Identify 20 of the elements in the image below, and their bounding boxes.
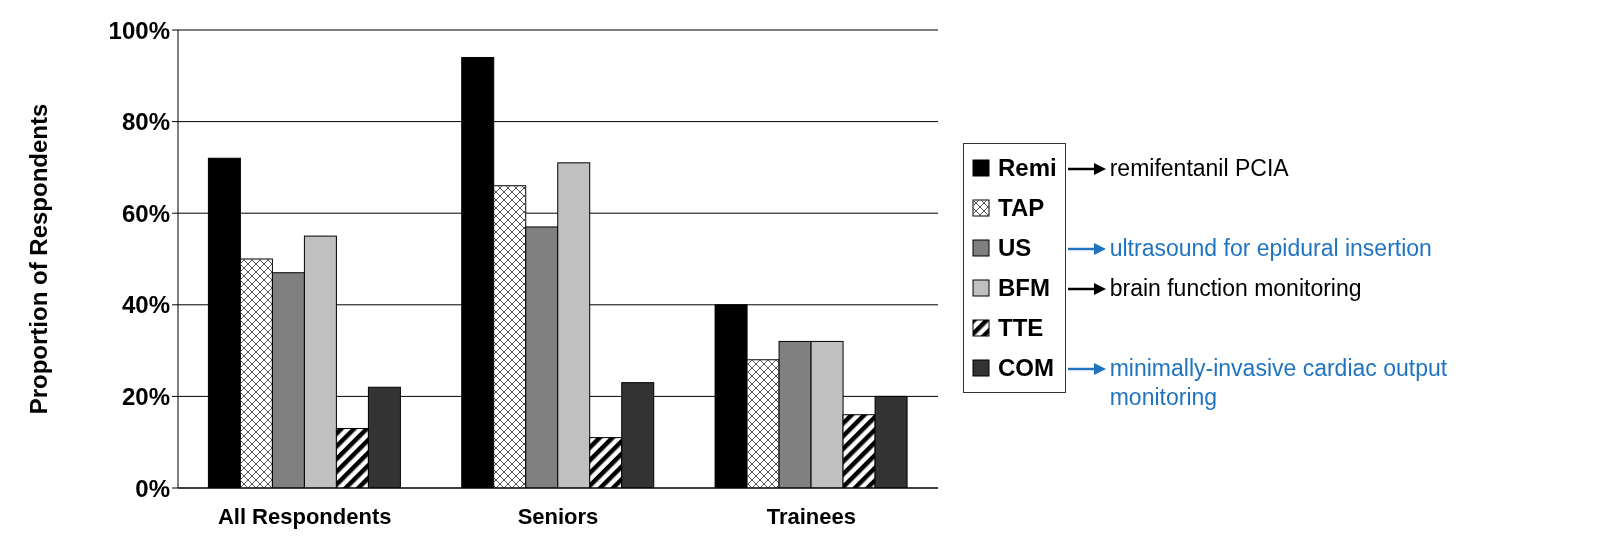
x-tick-label: All Respondents [217, 503, 392, 529]
text: minimally-invasive cardiac output monitoring [1109, 354, 1449, 412]
y-axis-title: Proportion of Respondents [24, 103, 52, 415]
text: ultrasound for epidural insertion [1109, 234, 1433, 263]
legend-label: COM [998, 354, 1054, 382]
text: remifentanil PCIA [1109, 154, 1290, 183]
legend-label: Remi [998, 154, 1057, 182]
legend-label: BFM [998, 274, 1050, 302]
y-tick-label: 60% [121, 199, 170, 227]
y-tick-label: 80% [121, 108, 170, 136]
x-tick-label: Trainees [766, 503, 856, 529]
y-tick-label: 40% [121, 291, 170, 319]
legend-label: US [998, 234, 1032, 262]
legend-label: TTE [998, 314, 1044, 342]
y-tick-label: 0% [135, 474, 170, 502]
y-tick-label: 20% [121, 382, 170, 410]
y-tick-label: 100% [108, 16, 170, 44]
text: brain function monitoring [1109, 274, 1363, 303]
x-tick-label: Seniors [517, 503, 599, 529]
legend-label: TAP [998, 194, 1045, 222]
